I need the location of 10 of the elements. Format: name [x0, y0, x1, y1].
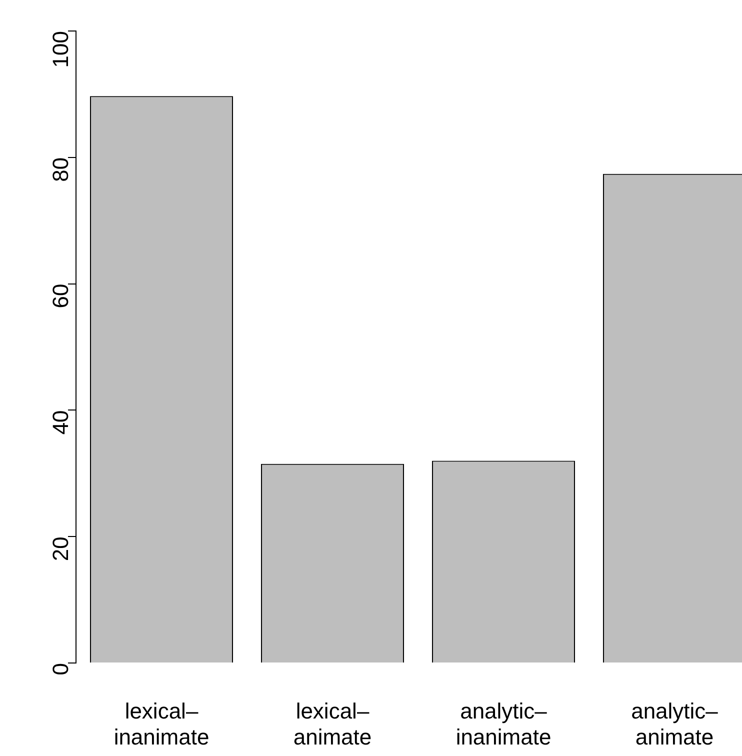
y-tick-label: 60 [48, 284, 74, 308]
y-tick-label: 40 [48, 410, 74, 435]
y-tick-label: 100 [48, 31, 74, 68]
x-tick-label: analytic–animate [631, 698, 719, 750]
y-tick-label: 80 [48, 157, 74, 182]
y-tick-label: 0 [48, 663, 74, 676]
x-tick-label: analytic–inanimate [456, 698, 552, 750]
y-tick-label: 20 [48, 536, 74, 562]
x-tick-label: lexical–animate [293, 698, 372, 750]
x-tick-label: lexical–inanimate [114, 698, 210, 750]
